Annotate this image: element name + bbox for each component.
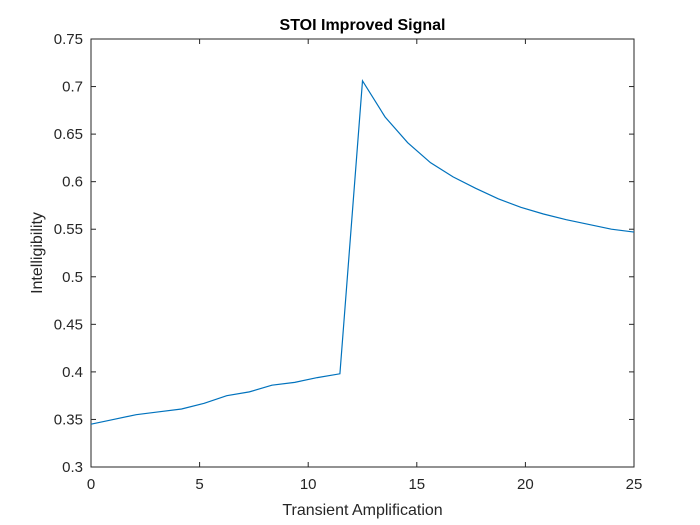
series-line-0 [90,78,635,425]
y-tick-label: 0.45 [54,316,83,333]
y-tick-label: 0.5 [62,269,83,286]
y-tick-label: 0.65 [54,126,83,143]
y-tick-label: 0.75 [54,31,83,48]
x-tick-label: 15 [408,476,425,493]
x-tick-label: 25 [626,476,643,493]
y-tick-label: 0.3 [62,459,83,476]
x-ticks: 0 5 10 15 20 25 [87,39,643,493]
chart-title: STOI Improved Signal [280,17,446,34]
x-axis-title: Transient Amplification [282,502,442,519]
x-tick-label: 10 [300,476,317,493]
y-tick-label: 0.55 [54,221,83,238]
x-tick-label: 20 [517,476,534,493]
y-ticks: 0.3 0.35 0.4 0.45 0.5 0.55 0.6 0.65 0.7 0.75 [54,31,634,476]
y-tick-label: 0.35 [54,411,83,428]
y-tick-label: 0.7 [62,79,83,96]
y-tick-label: 0.4 [62,364,83,381]
series-layer [90,78,635,425]
x-tick-label: 5 [195,476,203,493]
y-tick-label: 0.6 [62,174,83,191]
x-tick-label: 0 [87,476,95,493]
y-axis-title: Intelligibility [29,212,46,294]
plot-area [90,38,635,468]
